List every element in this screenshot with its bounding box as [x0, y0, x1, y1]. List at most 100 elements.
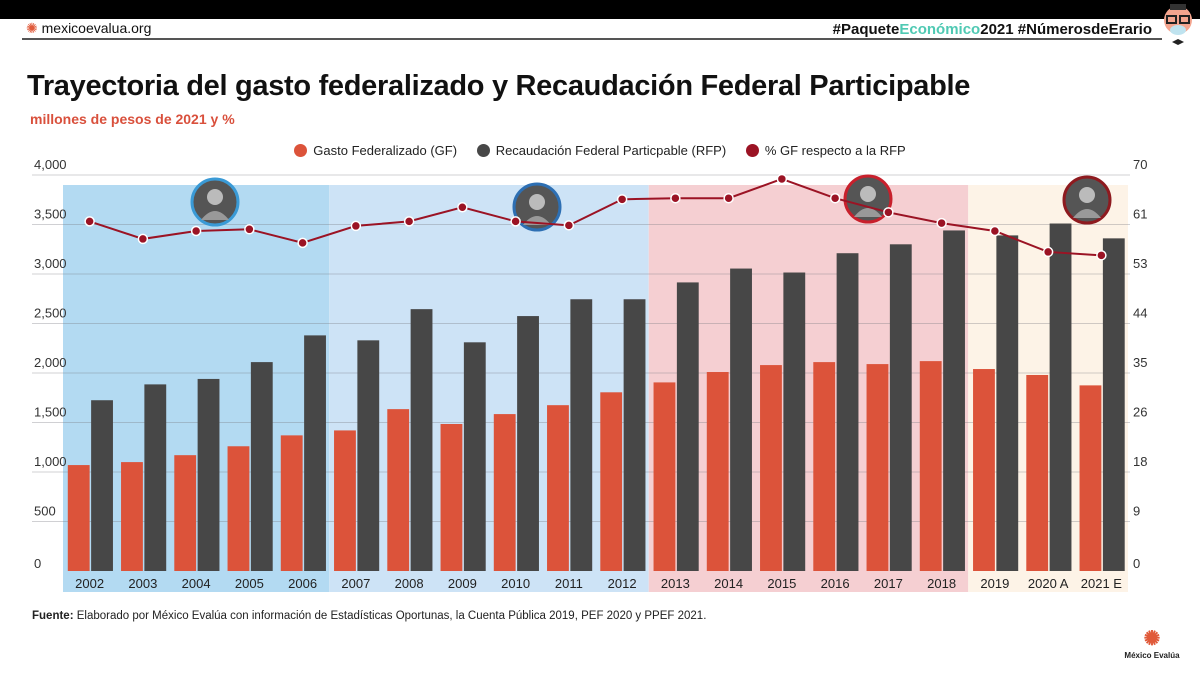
- portrait-head: [1079, 187, 1095, 203]
- bar-gf: [440, 423, 463, 571]
- x-tick-label: 2010: [501, 576, 530, 591]
- logo-star-icon: ✺: [1143, 628, 1161, 650]
- bar-gf: [866, 364, 889, 571]
- line-point-pct: [616, 194, 628, 205]
- bar-rfp: [836, 253, 859, 571]
- x-tick-label: 2018: [927, 576, 956, 591]
- y-left-tick-label: 4,000: [34, 157, 67, 172]
- bar-rfp: [996, 235, 1019, 571]
- x-tick-label: 2011: [555, 576, 583, 591]
- y-left-tick-label: 2,000: [34, 355, 67, 370]
- bar-gf: [973, 369, 995, 571]
- y-left-tick-label: 0: [34, 556, 41, 571]
- bar-rfp: [91, 400, 113, 571]
- hashtag-accent: Económico: [899, 21, 981, 38]
- y-right-tick-label: 70: [1133, 157, 1147, 172]
- source-note: Fuente: Elaborado por México Evalúa con …: [32, 610, 706, 622]
- portrait-body: [854, 208, 882, 217]
- bar-rfp: [623, 299, 646, 571]
- chart-title: Trayectoria del gasto federalizado y Rec…: [27, 70, 971, 102]
- legend-item-pct: % GF respecto a la RFP: [745, 143, 906, 158]
- x-tick-label: 2012: [608, 576, 637, 591]
- line-point-pct: [137, 233, 149, 245]
- portrait-head: [860, 186, 876, 202]
- line-point-pct: [190, 225, 202, 237]
- bar-rfp: [197, 378, 220, 571]
- legend-label: Gasto Federalizado (GF): [313, 143, 458, 158]
- portrait-head: [529, 194, 545, 210]
- line-point-pct: [350, 220, 362, 232]
- bar-rfp: [1049, 223, 1072, 571]
- line-point-pct: [403, 216, 415, 227]
- bar-gf: [919, 361, 942, 571]
- x-tick-label: 2016: [821, 576, 850, 591]
- x-tick-label: 2009: [448, 576, 477, 591]
- bar-rfp: [410, 309, 433, 571]
- bar-gf: [121, 462, 143, 571]
- line-point-pct: [510, 216, 521, 227]
- bar-gf: [387, 409, 410, 571]
- header-divider: [22, 38, 1162, 40]
- source-text: Elaborado por México Evalúa con informac…: [73, 610, 707, 622]
- y-left-tick-label: 1,000: [34, 454, 67, 469]
- y-left-tick-label: 2,500: [34, 306, 67, 321]
- x-tick-label: 2006: [288, 576, 317, 591]
- x-tick-label: 2008: [395, 576, 424, 591]
- bar-gf: [174, 455, 197, 571]
- period-band: [648, 185, 969, 592]
- bar-gf: [706, 372, 729, 571]
- x-tick-label: 2019: [980, 576, 1009, 591]
- x-tick-label: 2017: [874, 576, 903, 591]
- portrait-body: [201, 211, 229, 220]
- bar-rfp: [676, 282, 699, 571]
- y-right-tick-label: 18: [1133, 454, 1147, 469]
- x-tick-label: 2003: [128, 576, 157, 591]
- line-point-pct: [563, 220, 575, 231]
- bar-gf: [280, 435, 303, 571]
- top-bar: [0, 0, 1200, 19]
- chart-subtitle: millones de pesos de 2021 y %: [30, 111, 235, 127]
- mascot-icon: [1160, 2, 1196, 46]
- bar-gf: [760, 365, 782, 571]
- y-right-tick-label: 9: [1133, 504, 1140, 519]
- bar-rfp: [250, 362, 273, 571]
- bar-rfp: [943, 230, 965, 571]
- y-right-tick-label: 0: [1133, 556, 1140, 571]
- y-right-tick-label: 53: [1133, 256, 1147, 271]
- x-tick-label: 2005: [235, 576, 264, 591]
- legend-item-gf: Gasto Federalizado (GF): [294, 143, 457, 158]
- line-point-pct: [457, 201, 468, 213]
- x-tick-label: 2007: [341, 576, 370, 591]
- bar-gf: [813, 362, 836, 571]
- footer-logo: ✺ México Evalúa: [1122, 626, 1182, 660]
- period-band: [329, 185, 649, 592]
- legend-swatch: [476, 144, 490, 157]
- y-right-tick-label: 35: [1133, 355, 1147, 370]
- y-left-tick-label: 3,000: [34, 256, 67, 271]
- portrait-icon: [512, 182, 562, 232]
- x-tick-label: 2013: [661, 576, 690, 591]
- x-tick-label: 2002: [75, 576, 104, 591]
- bar-gf: [227, 446, 250, 571]
- bar-rfp: [889, 244, 912, 572]
- bar-rfp: [1102, 238, 1125, 572]
- legend-label: Recaudación Federal Particpable (RFP): [495, 143, 727, 158]
- line-point-pct: [989, 225, 1001, 237]
- portrait-head: [207, 189, 223, 205]
- legend-label: % GF respecto a la RFP: [764, 143, 906, 158]
- portrait-body: [1073, 209, 1101, 218]
- line-point-pct: [776, 173, 788, 185]
- x-tick-label: 2014: [714, 576, 743, 591]
- x-tick-label: 2015: [767, 576, 796, 591]
- x-tick-label: 2020 A: [1028, 576, 1069, 591]
- hashtag-part: 2021 #NúmerosdeErario: [980, 21, 1152, 38]
- line-point-pct: [670, 192, 681, 204]
- logo-text: México Evalúa: [1124, 651, 1180, 660]
- bar-rfp: [517, 316, 539, 571]
- site-url: mexicoevalua.org: [41, 20, 152, 36]
- bar-rfp: [357, 340, 380, 571]
- bar-gf: [493, 414, 516, 571]
- line-point-pct: [883, 207, 894, 218]
- bar-rfp: [144, 384, 167, 571]
- line-point-pct: [84, 216, 95, 227]
